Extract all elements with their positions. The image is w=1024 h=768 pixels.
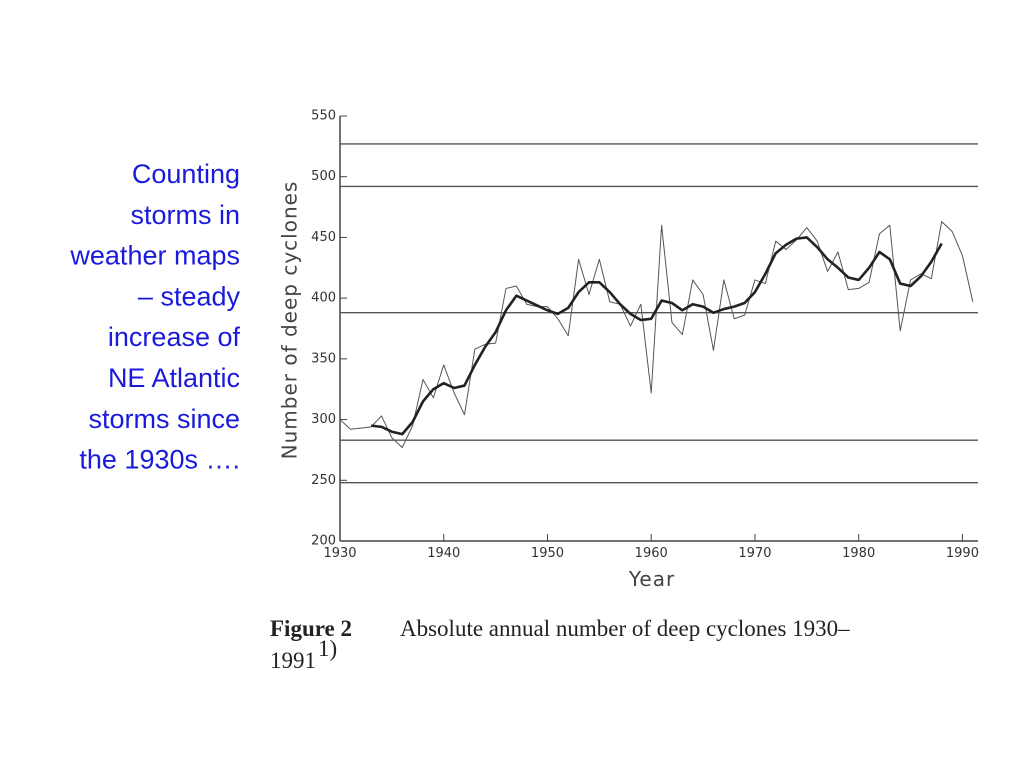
series-line xyxy=(370,236,943,436)
x-tick-label: 1980 xyxy=(842,546,875,561)
caption-label: Figure 2 xyxy=(270,616,352,641)
side-line: weather maps xyxy=(69,241,240,271)
side-line: storms in xyxy=(130,200,240,230)
x-tick-label: 1990 xyxy=(946,546,979,561)
y-tick-label: 500 xyxy=(311,169,336,184)
side-line: the 1930s …. xyxy=(79,445,240,475)
y-tick-label: 400 xyxy=(311,291,336,306)
side-line: – steady xyxy=(138,281,241,311)
side-text: Counting storms in weather maps – steady inc… xyxy=(69,159,240,475)
y-tick-label: 300 xyxy=(311,412,336,427)
x-tick-label: 1970 xyxy=(738,546,771,561)
side-line: storms since xyxy=(88,404,240,434)
x-tick-label: 1950 xyxy=(531,546,564,561)
y-tick-label: 350 xyxy=(311,351,336,366)
y-tick-label: 550 xyxy=(311,109,336,124)
caption-line: 1991 xyxy=(270,648,316,673)
x-tick-label: 1940 xyxy=(427,546,460,561)
side-line: NE Atlantic xyxy=(108,363,240,393)
side-line: Counting xyxy=(132,159,240,189)
x-tick-label: 1930 xyxy=(323,546,356,561)
y-tick-label: 250 xyxy=(311,473,336,488)
x-tick-label: 1960 xyxy=(635,546,668,561)
side-line: increase of xyxy=(108,322,241,352)
y-axis-label: Number of deep cyclones xyxy=(278,181,302,460)
caption-note: 1) xyxy=(318,636,337,661)
x-axis-label: Year xyxy=(628,567,675,591)
y-tick-label: 450 xyxy=(311,230,336,245)
caption-line: Absolute annual number of deep cyclones … xyxy=(400,616,850,641)
y-tick-label: 200 xyxy=(311,534,336,549)
